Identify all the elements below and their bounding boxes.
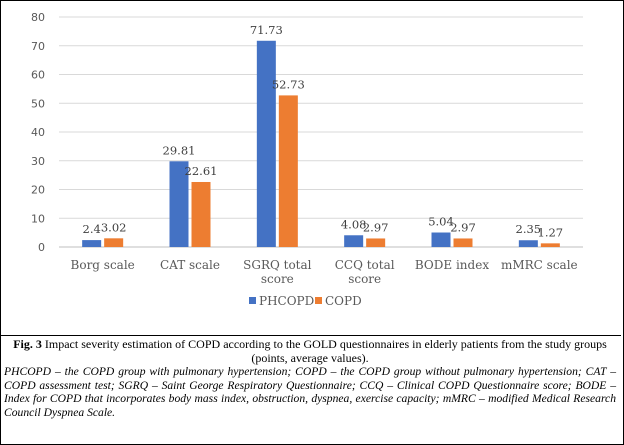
bar-copd [104,238,124,247]
bar-phcopd [82,240,102,247]
legend-swatch-copd [315,297,322,304]
caption-notes: PHCOPD – the COPD group with pulmonary h… [4,365,616,419]
bar-phcopd [169,161,189,247]
data-label: 2.97 [363,220,389,234]
data-label: 1.27 [538,225,564,239]
bar-copd [540,243,560,247]
bar-chart: 0 10 20 30 40 50 60 70 80 2.4 3.02 Borg scale 29.81 2… [31,11,583,308]
bar-copd [278,95,298,248]
caption-title: Impact severity estimation of COPD accor… [41,337,607,365]
bar-phcopd [256,40,276,248]
data-label: 2.4 [83,222,101,236]
x-tick-label: SGRQ total [243,258,312,272]
bar-copd [191,181,211,247]
x-tick-label: CCQ total [335,258,395,272]
data-label: 52.73 [272,77,305,91]
bar-phcopd [344,235,364,247]
y-tick-label: 70 [31,40,45,53]
legend-label: PHCOPD [259,294,314,308]
data-label: 3.02 [101,220,127,234]
x-tick-label: score [348,272,381,286]
legend-label: COPD [325,294,362,308]
data-label: 5.04 [428,215,454,229]
legend-swatch-phcopd [249,297,256,304]
x-tick-label: score [261,272,294,286]
bar-copd [453,238,473,247]
data-label: 2.97 [450,220,476,234]
y-tick-label: 40 [31,126,45,139]
x-tick-label: mMRC scale [501,258,578,272]
figure-caption: Fig. 3 Impact severity estimation of COP… [4,337,616,419]
y-tick-label: 60 [31,69,45,82]
bar-copd [366,238,386,247]
x-tick-label: Borg scale [71,258,135,272]
data-label: 2.35 [516,222,542,236]
chart-area: 0 10 20 30 40 50 60 70 80 2.4 3.02 Borg scale 29.81 2… [1,1,621,336]
bar-phcopd [431,232,451,247]
x-tick-label: CAT scale [160,258,220,272]
caption-title-line: Fig. 3 Impact severity estimation of COP… [4,337,616,365]
y-tick-label: 80 [31,11,45,24]
data-label: 71.73 [250,23,283,37]
data-label: 29.81 [163,143,196,157]
bar-phcopd [518,240,538,247]
y-tick-label: 0 [38,241,45,254]
y-tick-label: 50 [31,97,45,110]
x-tick-label: BODE index [415,258,489,272]
data-label: 4.08 [341,217,367,231]
y-tick-label: 30 [31,155,45,168]
y-tick-label: 20 [31,184,45,197]
y-tick-label: 10 [31,212,45,225]
figure-label: Fig. 3 [13,337,42,351]
data-label: 22.61 [185,164,218,178]
